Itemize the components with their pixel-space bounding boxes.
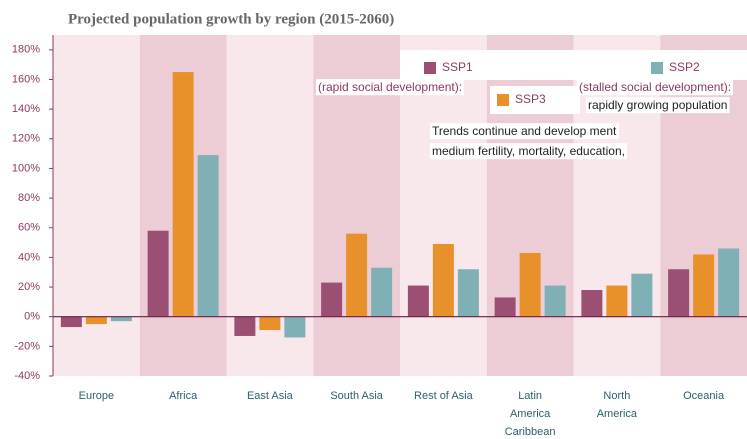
bar	[606, 285, 628, 317]
y-tick-label: 120%	[12, 133, 40, 145]
bar	[110, 316, 132, 322]
annotation: rapidly growing population	[588, 98, 727, 112]
y-tick-label: 100%	[12, 162, 40, 174]
y-tick-label: 80%	[18, 192, 40, 204]
legend-box	[400, 50, 660, 80]
x-tick-line: America	[597, 408, 638, 420]
y-tick-label: 140%	[12, 103, 40, 115]
bar	[60, 316, 82, 328]
bar	[85, 316, 107, 325]
annotation: Trends continue and develop ment	[432, 124, 617, 138]
x-tick-label: Oceania	[683, 390, 725, 402]
bar	[432, 244, 454, 317]
legend-swatch	[497, 94, 509, 106]
annotation: medium fertility, mortality, education,	[432, 144, 625, 158]
bar	[631, 273, 653, 317]
x-tick-label: North America	[597, 390, 638, 420]
bar	[457, 269, 479, 317]
bar	[321, 282, 343, 317]
y-tick-label: 160%	[12, 73, 40, 85]
bar	[172, 72, 194, 317]
bar	[693, 254, 715, 317]
bar	[371, 267, 393, 317]
annotation-bg	[316, 79, 465, 96]
bar	[544, 285, 566, 317]
legend-swatch	[424, 62, 436, 74]
bar	[147, 230, 169, 317]
bar	[197, 155, 219, 317]
y-tick-label: -20%	[14, 340, 40, 352]
x-tick-line: America	[510, 408, 551, 420]
bar	[234, 316, 256, 336]
x-tick-line: Latin	[518, 390, 542, 402]
legend-label: SSP1	[442, 60, 473, 74]
y-tick-label: 40%	[18, 251, 40, 263]
bar	[346, 233, 368, 317]
y-tick-label: 0%	[24, 311, 40, 323]
x-tick-label: Africa	[169, 390, 198, 402]
legend-label: SSP2	[669, 60, 700, 74]
x-tick-label: East Asia	[247, 390, 294, 402]
x-tick-line: Caribbean	[505, 426, 556, 438]
bar	[284, 316, 306, 338]
x-tick-label: South Asia	[330, 390, 383, 402]
annotation: (rapid social development):	[318, 80, 462, 94]
y-tick-label: -40%	[14, 370, 40, 382]
annotation-bg	[577, 79, 734, 96]
y-tick-label: 20%	[18, 281, 40, 293]
bar	[718, 248, 740, 317]
annotation-bg	[430, 123, 620, 140]
x-tick-line: North	[603, 390, 630, 402]
annotation: (stalled social development):	[579, 80, 731, 94]
bar	[668, 269, 690, 317]
x-tick-label: Europe	[79, 390, 114, 402]
bar	[519, 252, 541, 317]
y-tick-label: 60%	[18, 222, 40, 234]
annotation-bg	[430, 143, 627, 160]
bar	[494, 297, 516, 317]
x-tick-label: Latin America Caribbean	[505, 390, 556, 438]
bar	[581, 290, 603, 317]
legend-swatch	[651, 62, 663, 74]
chart-title: Projected population growth by region (2…	[68, 11, 394, 27]
legend-label: SSP3	[515, 92, 546, 106]
annotation-bg	[586, 97, 730, 114]
bar	[259, 316, 281, 331]
y-tick-label: 180%	[12, 44, 40, 56]
x-tick-label: Rest of Asia	[414, 390, 474, 402]
bar	[407, 285, 429, 317]
